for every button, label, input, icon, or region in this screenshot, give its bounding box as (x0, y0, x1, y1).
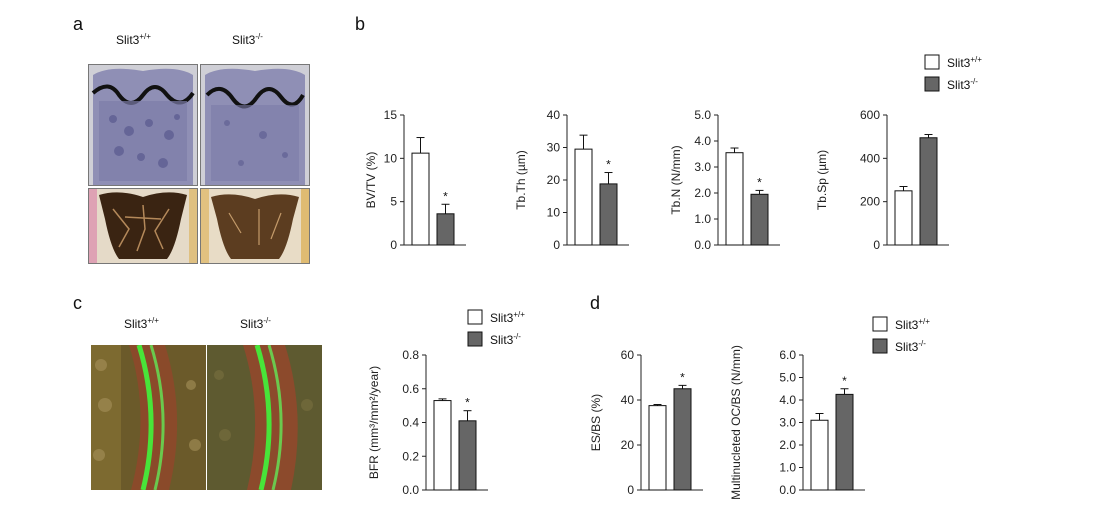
legend-swatch (924, 54, 940, 70)
y-axis-label: ES/BS (%) (589, 394, 603, 451)
y-tick-label: 600 (860, 108, 880, 122)
chart-multinucleted-oc-bs-n-mm-: 0.0 1.0 2.0 3.0 4.0 5.0 6.0 Multinucleted OC/BS… (729, 345, 865, 500)
bar-wild-type (411, 152, 430, 246)
legend-label: Slit3+/+ (895, 317, 930, 332)
chart-bv-tv-: 0 5 10 15 BV/TV (%) * (364, 108, 466, 252)
y-tick-label: 0.6 (402, 382, 419, 396)
y-tick-label: 5.0 (779, 371, 796, 385)
y-tick-label: 0.8 (402, 348, 419, 362)
bar-wild-type (574, 148, 593, 246)
bar-wild-type (810, 419, 829, 491)
bar-wild-type (648, 405, 667, 491)
legend-panel-c: Slit3+/+ Slit3-/- (467, 309, 525, 347)
bar-knockout (835, 393, 854, 491)
y-axis-label: Multinucleted OC/BS (N/mm) (729, 345, 743, 500)
y-tick-label: 0 (873, 238, 880, 252)
micrograph-femur-vonkossa-wt (88, 188, 198, 264)
panel-letter-b: b (355, 14, 366, 34)
y-tick-label: 0.0 (694, 238, 711, 252)
bar-wild-type (725, 152, 744, 246)
significance-star: * (606, 158, 611, 172)
y-tick-label: 3.0 (694, 160, 711, 174)
genotype-label-wt-c: Slit3+/+ (124, 316, 159, 331)
y-axis-label: Tb.Sp (µm) (815, 150, 829, 210)
y-tick-label: 15 (384, 108, 398, 122)
genotype-label-ko-a: Slit3-/- (232, 32, 263, 47)
bar-knockout (599, 183, 618, 246)
legend-swatch (467, 331, 483, 347)
bar-knockout (673, 388, 692, 491)
y-tick-label: 40 (547, 108, 561, 122)
legend-swatch (872, 338, 888, 354)
y-axis-label: Tb.N (N/mm) (669, 145, 683, 214)
bar-wild-type (894, 190, 913, 246)
legend-swatch (924, 76, 940, 92)
y-tick-label: 5 (390, 195, 397, 209)
y-tick-label: 2.0 (694, 186, 711, 200)
significance-star: * (842, 374, 847, 388)
panel-letter-d: d (590, 293, 601, 313)
y-tick-label: 5.0 (694, 108, 711, 122)
y-tick-label: 0 (553, 238, 560, 252)
legend-label: Slit3+/+ (490, 310, 525, 325)
y-tick-label: 10 (384, 151, 398, 165)
legend-label: Slit3+/+ (947, 55, 982, 70)
y-tick-label: 1.0 (694, 212, 711, 226)
y-tick-label: 0.2 (402, 449, 419, 463)
y-tick-label: 0 (390, 238, 397, 252)
y-tick-label: 0.0 (402, 483, 419, 497)
significance-star: * (757, 175, 762, 189)
y-tick-label: 20 (621, 438, 635, 452)
panel-letter-a: a (73, 14, 84, 34)
micrograph-femur-he-ko (200, 64, 310, 186)
y-tick-label: 200 (860, 195, 880, 209)
genotype-label-ko-c: Slit3-/- (240, 316, 271, 331)
legend-swatch (872, 316, 888, 332)
chart-tb-sp-m-: 0 200 400 600 Tb.Sp (µm) (815, 108, 949, 252)
y-tick-label: 2.0 (779, 438, 796, 452)
y-tick-label: 1.0 (779, 461, 796, 475)
y-axis-label: BV/TV (%) (364, 152, 378, 209)
panel-letter-c: c (73, 293, 82, 313)
significance-star: * (680, 370, 685, 384)
y-tick-label: 6.0 (779, 348, 796, 362)
micrograph-calcein-ko (207, 345, 322, 490)
bar-wild-type (433, 400, 452, 491)
significance-star: * (465, 396, 470, 410)
legend-label: Slit3-/- (490, 332, 521, 347)
genotype-label-wt-a: Slit3+/+ (116, 32, 151, 47)
micrograph-femur-vonkossa-ko (200, 188, 310, 264)
y-tick-label: 0.0 (779, 483, 796, 497)
legend-label: Slit3-/- (947, 77, 978, 92)
y-tick-label: 0 (627, 483, 634, 497)
legend-label: Slit3-/- (895, 339, 926, 354)
y-tick-label: 3.0 (779, 416, 796, 430)
y-tick-label: 4.0 (779, 393, 796, 407)
y-tick-label: 30 (547, 141, 561, 155)
significance-star: * (443, 189, 448, 203)
y-tick-label: 10 (547, 206, 561, 220)
y-tick-label: 4.0 (694, 134, 711, 148)
legend-swatch (467, 309, 483, 325)
bar-knockout (458, 420, 477, 491)
micrograph-calcein-wt (91, 345, 206, 490)
chart-bfr-mm-mm-year-: 0.0 0.2 0.4 0.6 0.8 BFR (mm³/mm²/year) * (367, 348, 488, 497)
y-tick-label: 40 (621, 393, 635, 407)
legend-panel-b: Slit3+/+ Slit3-/- (924, 54, 982, 92)
micrograph-femur-he-wt (88, 64, 198, 186)
y-axis-label: BFR (mm³/mm²/year) (367, 366, 381, 479)
bar-knockout (919, 137, 938, 246)
bar-knockout (436, 213, 455, 246)
y-tick-label: 60 (621, 348, 635, 362)
chart-tb-n-n-mm-: 0.0 1.0 2.0 3.0 4.0 5.0 Tb.N (N/mm) * (669, 108, 780, 252)
y-tick-label: 20 (547, 173, 561, 187)
y-tick-label: 400 (860, 151, 880, 165)
y-axis-label: Tb.Th (µm) (514, 150, 528, 210)
chart-es-bs-: 0 20 40 60 ES/BS (%) * (589, 348, 703, 497)
chart-tb-th-m-: 0 10 20 30 40 Tb.Th (µm) * (514, 108, 629, 252)
bar-knockout (750, 193, 769, 246)
y-tick-label: 0.4 (402, 416, 419, 430)
legend-panel-d: Slit3+/+ Slit3-/- (872, 316, 930, 354)
